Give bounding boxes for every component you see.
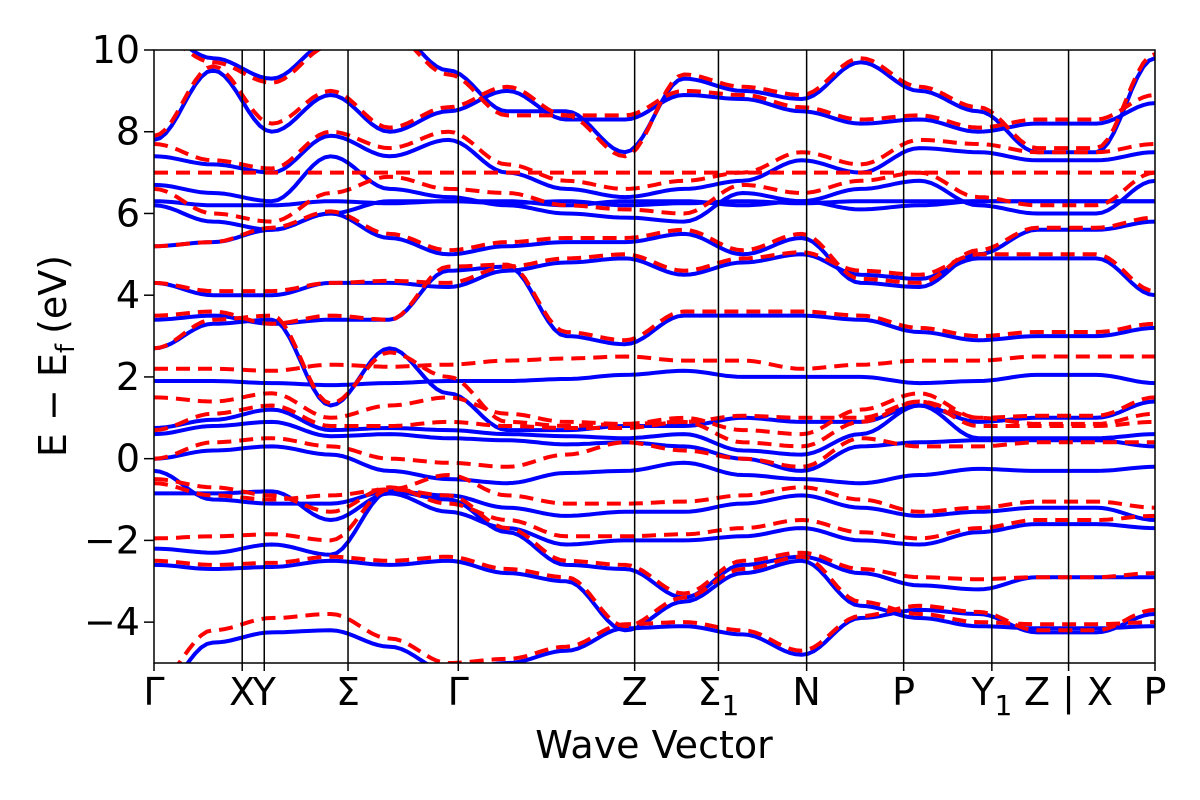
band-line-dashed [154,554,1155,629]
x-tick-label-main: Z | X [1024,670,1113,715]
bands-layer [154,50,1155,663]
x-tick-label: Γ [143,670,164,714]
x-tick-label: Z | X [1024,670,1113,715]
band-line-solid [185,607,1155,663]
band-line-dashed [154,170,1155,224]
x-tick-label: X [229,670,255,714]
y-axis: −4 −2 0 2 4 6 8 10 [84,28,154,644]
x-tick-label-main: Σ [336,670,360,714]
band-line-solid [154,264,1155,347]
band-line-dashed [154,436,1155,469]
band-line-dashed [182,50,1155,159]
band-line-solid [154,199,1155,208]
x-tick-label: Σ1 [698,670,740,722]
band-line-dashed [154,473,1155,514]
band-line-dashed [154,477,1155,541]
x-tick-label-main: N [792,670,820,714]
band-line-dashed [154,313,1155,428]
x-tick-label-main: Y [252,670,277,714]
band-line-dashed [154,262,1155,343]
x-tick-label-main: Σ [698,670,722,714]
band-line-solid [154,211,1155,289]
y-tick-label: 0 [116,437,140,481]
band-line-dashed [154,209,1155,285]
x-tick-label-main: Z [622,670,648,714]
y-axis-label-subscript: f [51,343,81,353]
band-line-solid [154,68,1155,142]
x-tick-label-main: Γ [143,670,164,714]
x-tick-label: P [892,670,915,714]
y-tick-label: 6 [116,191,140,235]
band-line-solid [154,368,1155,388]
x-tick-label: Y [252,670,277,714]
x-tick-label-main: Γ [448,670,469,714]
band-line-dashed [154,354,1155,373]
x-tick-label-subscript: 1 [722,689,740,722]
y-axis-label-unit: (eV) [31,255,75,334]
band-line-solid [154,558,1155,633]
high-symmetry-lines [241,50,1070,663]
x-axis-label: Wave Vector [535,723,773,767]
band-line-solid [154,489,1155,600]
band-line-solid [154,133,1155,200]
y-tick-label: −4 [84,600,140,644]
y-tick-label: 8 [116,110,140,154]
band-line-solid [154,489,1155,547]
band-line-dashed [154,399,1155,449]
x-tick-label-main: P [1144,670,1167,714]
band-line-solid [154,317,1155,433]
band-line-dashed [154,64,1155,138]
y-tick-label: 10 [92,28,140,72]
plot-frame [153,49,1156,664]
x-tick-label-main: Y [970,670,995,714]
band-line-dashed [154,487,1155,596]
x-tick-label: Σ [336,670,360,714]
band-line-dashed [154,250,1155,294]
band-line-solid [154,252,1155,298]
x-tick-label: Γ [448,670,469,714]
band-line-dashed [154,129,1155,191]
x-tick-label: N [792,670,820,714]
y-tick-label: 2 [116,355,140,399]
y-tick-label: −2 [84,518,140,562]
x-tick-label: Z [622,670,648,714]
x-tick-label: Y1 [970,670,1012,722]
y-axis-label-main: E − E [31,353,75,457]
band-line-solid [154,468,1155,522]
x-tick-label-main: P [892,670,915,714]
band-line-solid [154,154,1155,224]
band-line-solid [188,50,1155,155]
x-tick-label-main: X [229,670,255,714]
y-axis-label: E − Ef (eV) [31,255,81,457]
band-line-solid [154,403,1155,457]
x-tick-label: P [1144,670,1167,714]
x-tick-label-subscript: 1 [995,689,1013,722]
y-tick-label: 4 [116,273,140,317]
band-line-solid [154,444,1155,486]
